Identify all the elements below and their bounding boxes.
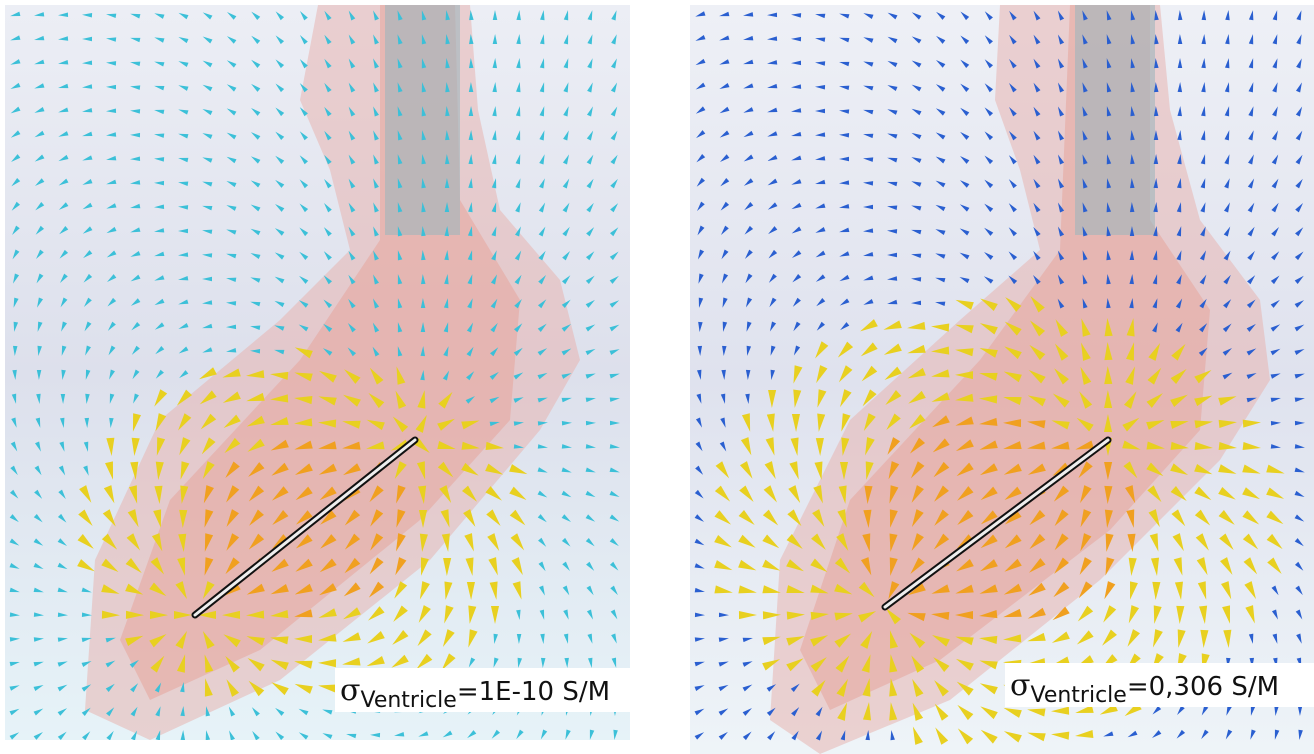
value-text: =1E-10 S/M	[457, 677, 610, 707]
figure: σVentricle=1E-10 S/M σVentricle=0,306 S/…	[0, 0, 1314, 754]
subscript: Ventricle	[1030, 683, 1126, 708]
sigma: σ	[340, 673, 360, 708]
page: σVentricle=1E-10 S/M σVentricle=0,306 S/…	[0, 0, 1314, 754]
vessel	[1075, 5, 1155, 235]
subscript: Ventricle	[360, 688, 456, 713]
sigma: σ	[1010, 668, 1030, 703]
value-text: =0,306 S/M	[1127, 672, 1279, 702]
